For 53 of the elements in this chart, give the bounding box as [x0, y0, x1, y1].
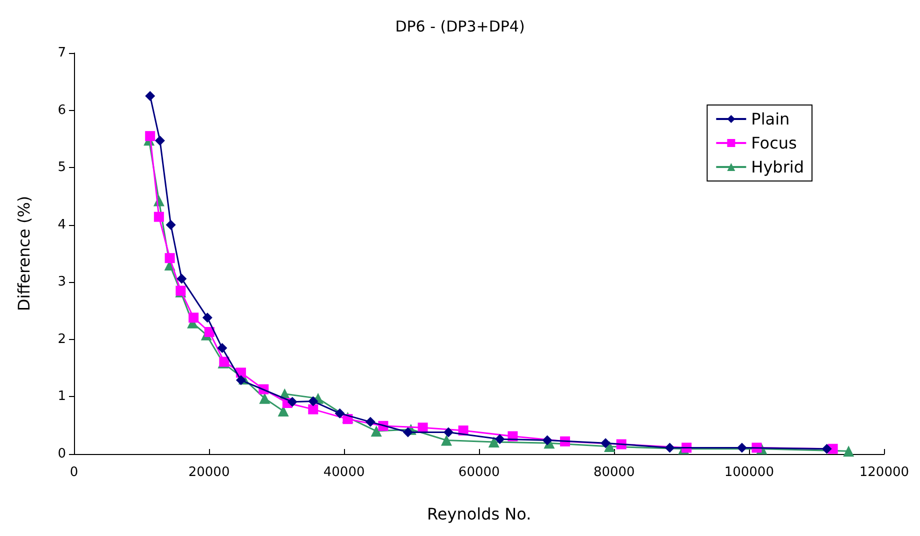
point [843, 446, 854, 457]
point [736, 442, 747, 453]
point [494, 434, 505, 444]
chart-title: DP6 - (DP3+DP4) [395, 18, 525, 36]
point [145, 131, 156, 142]
y-tick-label: 6 [58, 102, 66, 118]
point [402, 427, 413, 438]
y-axis-title: Difference (%) [14, 196, 34, 312]
point [188, 312, 199, 323]
y-tick-label: 4 [58, 217, 66, 232]
point [488, 436, 500, 448]
point [236, 375, 246, 386]
point [145, 90, 156, 101]
x-tick-label: 100000 [724, 465, 774, 480]
point [443, 427, 454, 438]
point [664, 442, 675, 453]
x-tick-label: 20000 [188, 465, 230, 480]
x-tick-label: 40000 [323, 465, 365, 480]
y-tick-label: 2 [58, 332, 66, 347]
point [176, 274, 187, 284]
x-tick-label: 80000 [593, 465, 635, 480]
point [418, 422, 428, 433]
y-tick-label: 0 [58, 446, 66, 462]
point [308, 396, 318, 406]
point [204, 326, 214, 337]
point [217, 343, 228, 354]
point [154, 212, 164, 222]
point [822, 444, 832, 454]
point [287, 396, 298, 407]
legend-label: Hybrid [751, 158, 804, 176]
point [259, 392, 270, 404]
point [365, 416, 376, 427]
point [440, 434, 452, 446]
point [202, 312, 212, 323]
point [308, 404, 318, 414]
x-axis-title: Reynolds No. [426, 504, 532, 524]
x-tick-label: 60000 [458, 465, 500, 480]
point [334, 408, 345, 418]
point [154, 136, 165, 146]
point [600, 438, 611, 448]
y-tick-label: 1 [58, 389, 66, 404]
legend-label: Plain [751, 110, 790, 128]
y-tick-label: 7 [58, 46, 66, 60]
x-tick-label: 0 [70, 465, 78, 480]
point [166, 220, 176, 230]
x-tick-label: 120000 [859, 465, 910, 480]
point [370, 426, 382, 437]
point [278, 406, 289, 417]
legend-label: Focus [751, 134, 797, 152]
point [164, 253, 175, 264]
y-tick-label: 3 [58, 274, 66, 290]
y-tick-label: 5 [58, 160, 66, 176]
point [542, 435, 552, 446]
